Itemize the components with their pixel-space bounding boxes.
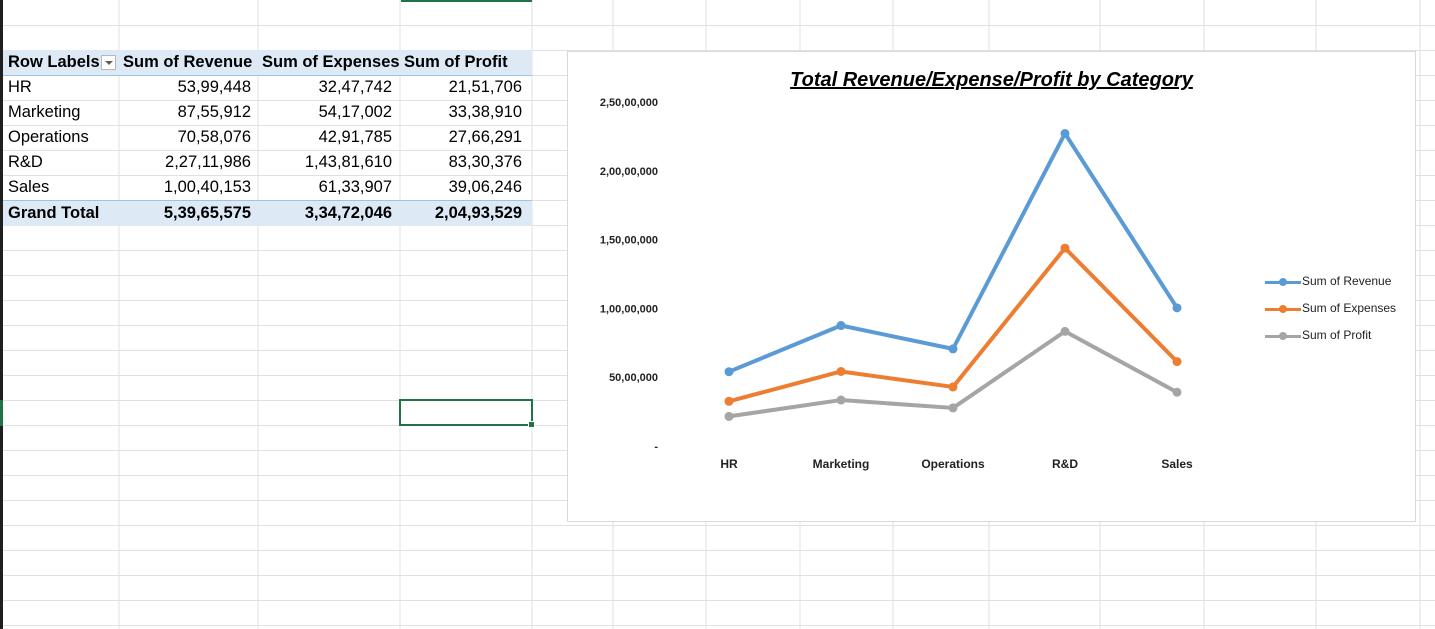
revenue-cell[interactable]: 53,99,448 <box>177 78 251 96</box>
grand-total-revenue[interactable]: 5,39,65,575 <box>163 204 251 222</box>
row-labels-filter-dropdown-icon[interactable] <box>101 55 116 70</box>
row-label[interactable]: Operations <box>8 128 89 146</box>
x-tick-label: Sales <box>1161 457 1193 471</box>
sum-of-expenses-header: Sum of Expenses <box>262 53 400 71</box>
pivot-row: HR 53,99,448 32,47,742 21,51,706 <box>3 75 532 100</box>
data-point[interactable] <box>948 382 958 392</box>
grand-total-label[interactable]: Grand Total <box>8 204 100 222</box>
series-line[interactable] <box>727 246 1179 404</box>
x-tick-label: R&D <box>1052 457 1078 471</box>
row-label[interactable]: HR <box>8 78 32 96</box>
revenue-cell[interactable]: 70,58,076 <box>177 128 251 146</box>
expenses-cell[interactable]: 54,17,002 <box>318 103 392 121</box>
y-tick-label: - <box>654 441 658 453</box>
data-point[interactable] <box>948 403 958 413</box>
y-tick-label: 2,50,00,000 <box>600 97 658 109</box>
row-labels-header: Row Labels <box>8 53 100 71</box>
pivot-row: Sales 1,00,40,153 61,33,907 39,06,246 <box>3 175 532 200</box>
y-tick-label: 1,50,00,000 <box>600 235 658 247</box>
data-point[interactable] <box>1172 303 1182 313</box>
revenue-cell[interactable]: 87,55,912 <box>177 103 251 121</box>
data-point[interactable] <box>948 344 958 354</box>
revenue-cell[interactable]: 2,27,11,986 <box>165 153 251 171</box>
legend-label-revenue: Sum of Revenue <box>1302 274 1392 288</box>
data-point[interactable] <box>1172 387 1182 397</box>
row-header-edge <box>0 0 3 629</box>
profit-cell[interactable]: 21,51,706 <box>448 78 522 96</box>
profit-cell[interactable]: 39,06,246 <box>448 178 522 196</box>
active-cell-selection[interactable] <box>399 399 535 428</box>
legend-label-expenses: Sum of Expenses <box>1302 301 1397 315</box>
data-point[interactable] <box>1060 128 1070 138</box>
y-tick-label: 1,00,00,000 <box>600 303 658 315</box>
data-point[interactable] <box>1060 326 1070 336</box>
grand-total-profit[interactable]: 2,04,93,529 <box>434 204 522 222</box>
expenses-cell[interactable]: 61,33,907 <box>318 178 392 196</box>
profit-cell[interactable]: 33,38,910 <box>448 103 522 121</box>
fill-handle[interactable] <box>528 421 535 428</box>
data-point[interactable] <box>724 367 734 377</box>
row-label[interactable]: Sales <box>8 178 50 196</box>
series-line[interactable] <box>727 131 1179 374</box>
y-tick-label: 2,00,00,000 <box>600 166 658 178</box>
x-tick-label: Marketing <box>813 457 870 471</box>
pivot-row: R&D 2,27,11,986 1,43,81,610 83,30,376 <box>3 150 532 175</box>
legend-swatch-expenses <box>1265 305 1301 313</box>
y-tick-label: 50,00,000 <box>609 372 658 384</box>
grand-total-expenses[interactable]: 3,34,72,046 <box>304 204 392 222</box>
row-label[interactable]: R&D <box>8 153 43 171</box>
pivot-row: Operations 70,58,076 42,91,785 27,66,291 <box>3 125 532 150</box>
sum-of-profit-header: Sum of Profit <box>404 53 508 71</box>
data-point[interactable] <box>836 395 846 405</box>
data-point[interactable] <box>1060 243 1070 253</box>
chart-title[interactable]: Total Revenue/Expense/Profit by Category <box>790 69 1193 91</box>
chart-plot-area[interactable]: - 50,00,000 1,00,00,000 1,50,00,000 2,00,00,… <box>568 52 1417 523</box>
revenue-cell[interactable]: 1,00,40,153 <box>163 178 251 196</box>
row-label[interactable]: Marketing <box>8 103 81 121</box>
data-point[interactable] <box>836 366 846 376</box>
column-header-selected-marker <box>401 0 532 2</box>
data-point[interactable] <box>836 321 846 331</box>
x-tick-label: Operations <box>921 457 985 471</box>
legend-swatch-profit <box>1265 332 1301 340</box>
data-point[interactable] <box>1172 357 1182 367</box>
data-point[interactable] <box>724 411 734 421</box>
profit-cell[interactable]: 83,30,376 <box>448 153 522 171</box>
row-header-selected-marker <box>0 400 3 426</box>
grand-total-row: Grand Total 5,39,65,575 3,34,72,046 2,04… <box>3 200 532 226</box>
line-chart[interactable]: Total Revenue/Expense/Profit by Category… <box>567 51 1416 522</box>
sum-of-revenue-header: Sum of Revenue <box>123 53 253 71</box>
x-tick-label: HR <box>720 457 738 471</box>
pivot-header-row: Row Labels Sum of Revenue Sum of Expense… <box>3 50 532 76</box>
expenses-cell[interactable]: 42,91,785 <box>318 128 392 146</box>
legend-label-profit: Sum of Profit <box>1302 328 1372 342</box>
legend-swatch-revenue <box>1265 278 1301 286</box>
pivot-row: Marketing 87,55,912 54,17,002 33,38,910 <box>3 100 532 125</box>
expenses-cell[interactable]: 1,43,81,610 <box>304 153 392 171</box>
expenses-cell[interactable]: 32,47,742 <box>318 78 392 96</box>
profit-cell[interactable]: 27,66,291 <box>448 128 522 146</box>
data-point[interactable] <box>724 396 734 406</box>
